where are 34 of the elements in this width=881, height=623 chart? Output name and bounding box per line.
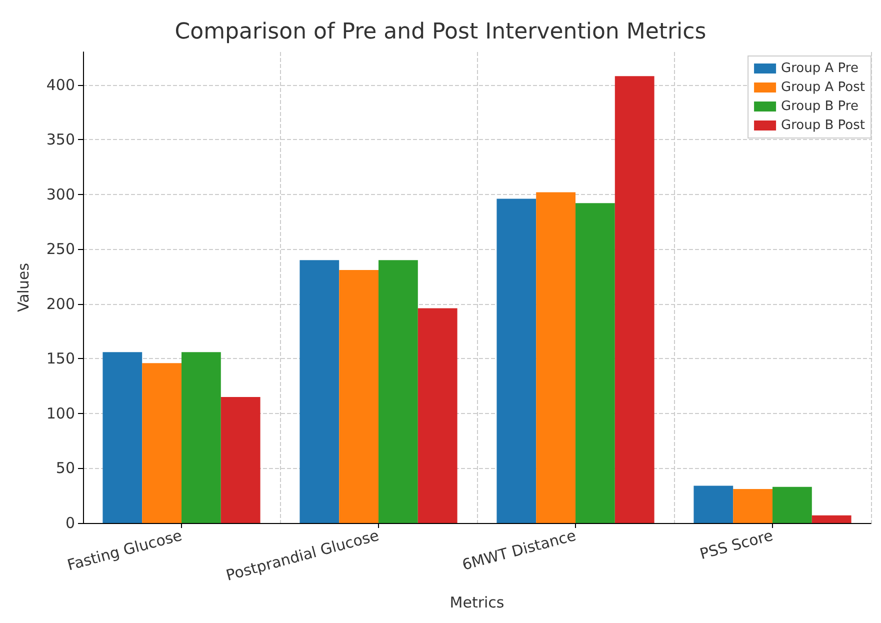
y-tick-label: 150 [46,350,75,368]
bar [772,486,812,523]
bar [614,76,654,523]
legend-label: Group B Post [781,118,866,133]
bar [182,352,221,523]
bar [300,260,340,523]
bar [812,515,852,523]
y-tick-label: 50 [56,459,75,478]
legend-label: Group B Pre [781,99,858,114]
y-tick-label: 200 [46,294,75,313]
bar [378,260,418,523]
legend-label: Group A Pre [781,61,858,76]
bar [536,192,576,523]
bar [576,203,615,523]
y-tick-label: 400 [46,76,75,94]
y-axis-title: Values [14,262,32,312]
bar [733,489,772,523]
bar [694,486,734,523]
legend-label: Group A Post [781,80,865,95]
x-tick-label: 6MWT Distance [460,526,578,574]
bar [339,270,378,523]
y-tick-label: 250 [46,240,75,258]
y-tick-label: 0 [65,514,75,532]
y-tick-label: 300 [46,185,75,204]
y-tick-label: 350 [46,130,75,149]
x-axis-title: Metrics [450,594,504,612]
bar [142,363,182,523]
bar [220,397,260,523]
bar [496,198,536,523]
chart-title: Comparison of Pre and Post Intervention Metrics [174,20,706,44]
y-tick-label: 100 [46,404,75,422]
bar [418,308,458,523]
x-tick-label: PSS Score [698,526,775,564]
bar [102,352,142,523]
